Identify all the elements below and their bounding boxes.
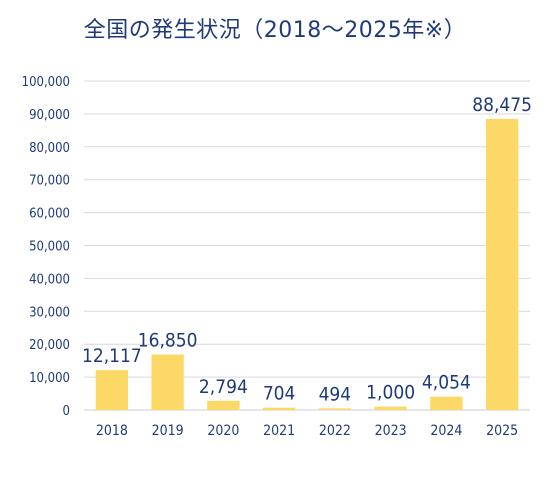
- x-tick-label: 2024: [430, 423, 462, 439]
- x-tick-label: 2020: [207, 423, 239, 439]
- data-label: 2,794: [199, 376, 248, 398]
- y-tick-label: 10,000: [29, 371, 70, 386]
- y-tick-label: 100,000: [22, 75, 70, 90]
- x-tick-label: 2023: [375, 423, 407, 439]
- bar: [151, 354, 184, 410]
- y-tick-label: 40,000: [29, 272, 70, 287]
- bar: [430, 396, 463, 410]
- data-label: 494: [319, 383, 352, 405]
- bar: [318, 408, 352, 410]
- data-label: 16,850: [138, 330, 198, 352]
- x-tick-label: 2019: [152, 423, 184, 439]
- y-tick-label: 90,000: [29, 108, 70, 123]
- data-label: 12,117: [82, 345, 142, 367]
- x-tick-label: 2018: [96, 423, 128, 439]
- bar: [95, 370, 129, 410]
- data-label: 1,000: [366, 382, 415, 404]
- y-tick-label: 70,000: [29, 174, 70, 189]
- bar: [207, 400, 240, 410]
- y-tick-label: 0: [63, 404, 70, 419]
- chart-title: 全国の発生状況（2018～2025年※）: [83, 18, 467, 43]
- bar: [485, 118, 519, 411]
- x-tick-label: 2025: [486, 423, 518, 439]
- x-tick-label: 2021: [263, 423, 295, 439]
- y-tick-label: 30,000: [29, 305, 70, 320]
- x-tick-label: 2022: [319, 423, 351, 439]
- y-tick-label: 50,000: [29, 240, 70, 255]
- y-tick-label: 20,000: [29, 338, 70, 353]
- data-label: 88,475: [472, 94, 532, 116]
- y-tick-label: 60,000: [29, 207, 70, 222]
- bar: [262, 407, 296, 410]
- y-tick-label: 80,000: [29, 141, 70, 156]
- data-label: 704: [263, 383, 296, 405]
- data-label: 4,054: [422, 372, 471, 394]
- bar: [374, 406, 407, 410]
